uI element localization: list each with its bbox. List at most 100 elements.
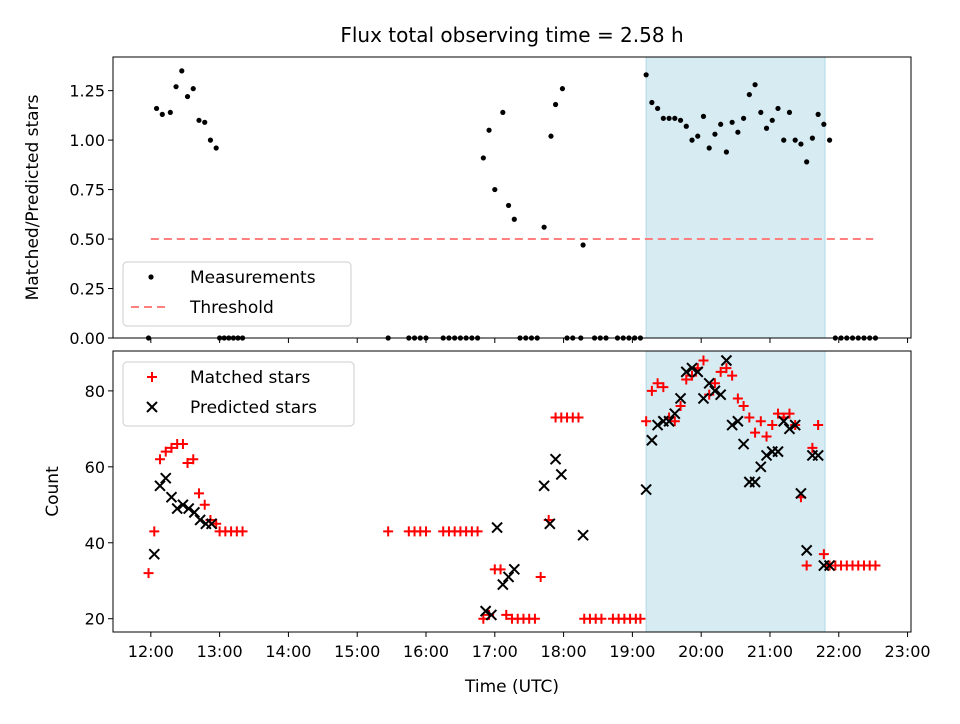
chart-title: Flux total observing time = 2.58 h: [340, 23, 683, 47]
x-tick-label: 17:00: [472, 642, 518, 661]
measurement-point: [769, 117, 775, 123]
measurement-point: [792, 137, 798, 143]
predicted-star-marker: [160, 472, 172, 484]
matched-star-marker: [495, 564, 506, 575]
legend: Matched stars Predicted stars: [122, 361, 355, 427]
series-measurements: [145, 68, 879, 341]
predicted-star-marker: [148, 548, 160, 560]
predicted-star-marker: [171, 502, 183, 515]
matched-star-marker: [750, 427, 761, 438]
measurement-point: [500, 109, 506, 116]
matched-star-marker: [818, 549, 829, 560]
axes-frame: [112, 56, 912, 339]
top-panel-matched-ratio: 0.00 0.25 0.50 0.75 1.00 1.25 Matched/Predicte…: [23, 56, 912, 348]
predicted-star-marker: [795, 487, 807, 500]
matched-star-marker: [641, 416, 652, 427]
matched-star-marker: [143, 568, 154, 579]
axes-frame: [112, 350, 912, 633]
matched-star-marker: [149, 526, 160, 537]
predicted-star-marker: [732, 415, 744, 427]
matched-star-marker: [681, 374, 692, 385]
measurement-point: [712, 131, 718, 137]
matched-star-marker: [646, 385, 657, 396]
matched-star-marker: [573, 412, 584, 423]
matched-star-marker: [166, 442, 177, 453]
matched-star-marker: [652, 378, 663, 389]
predicted-star-marker: [749, 476, 761, 488]
matched-star-marker: [188, 454, 199, 465]
x-axis-label: Time (UTC): [464, 677, 559, 697]
predicted-star-marker: [640, 483, 652, 496]
measurement-point: [184, 93, 191, 100]
predicted-star-marker: [783, 423, 796, 435]
measurement-point: [196, 117, 202, 123]
matched-star-marker: [801, 560, 812, 571]
x-tick-label: 13:00: [197, 642, 243, 661]
predicted-star-marker: [737, 438, 750, 450]
matched-star-marker: [773, 408, 783, 419]
matched-star-marker: [635, 613, 646, 624]
matched-star-marker: [870, 560, 881, 571]
y-tick-label: 0.50: [69, 230, 105, 249]
y-tick-label: 80: [85, 382, 105, 401]
matched-star-marker: [807, 442, 818, 453]
matched-star-marker: [155, 454, 166, 465]
matched-star-marker: [177, 439, 188, 450]
measurement-point: [580, 242, 586, 248]
measurement-point: [729, 119, 735, 125]
predicted-star-marker: [577, 529, 589, 541]
predicted-star-marker: [674, 392, 687, 405]
legend-marker-matched: [147, 372, 157, 382]
predicted-star-marker: [823, 559, 836, 572]
y-axis-label: Matched/Predicted stars: [23, 94, 43, 300]
measurement-point: [723, 149, 730, 155]
predicted-star-marker: [165, 491, 178, 503]
predicted-star-marker: [182, 502, 195, 515]
measurement-point: [735, 129, 741, 135]
measurement-point: [207, 137, 214, 143]
legend: Measurements Threshold: [122, 261, 352, 327]
shaded-observing-window: [645, 56, 826, 339]
measurement-point: [752, 82, 758, 88]
matched-star-marker: [383, 526, 394, 537]
predicted-star-marker: [154, 480, 166, 492]
measurement-point: [559, 86, 566, 92]
y-tick-label: 20: [85, 610, 105, 629]
x-tick-label: 23:00: [885, 642, 931, 661]
matched-star-marker: [596, 613, 607, 624]
predicted-star-marker: [188, 506, 201, 519]
measurement-point: [821, 121, 827, 127]
y-tick-label: 40: [85, 534, 105, 553]
predicted-star-marker: [692, 366, 704, 378]
measurement-point: [153, 105, 160, 112]
x-tick-label: 16:00: [403, 642, 449, 661]
measurement-point: [741, 115, 747, 121]
measurement-point: [511, 216, 517, 222]
predicted-star-marker: [502, 571, 515, 583]
legend-label: Threshold: [189, 298, 274, 318]
measurement-point: [700, 113, 707, 119]
matched-star-marker: [675, 401, 686, 412]
predicted-star-marker: [789, 419, 801, 431]
predicted-star-marker: [720, 354, 733, 367]
y-tick-label: 0.75: [69, 181, 105, 200]
matched-star-marker: [784, 408, 795, 419]
predicted-star-marker: [686, 362, 698, 374]
measurement-point: [190, 86, 196, 92]
predicted-star-marker: [194, 514, 206, 526]
measurement-point: [815, 111, 821, 117]
matched-star-marker: [199, 499, 210, 510]
y-tick-label: 1.25: [69, 82, 105, 101]
measurement-point: [826, 137, 833, 143]
legend-marker-measurements: [148, 274, 154, 280]
x-tick-label: 21:00: [747, 642, 793, 661]
measurement-point: [804, 159, 810, 165]
measurement-point: [706, 145, 712, 151]
measurement-point: [655, 105, 661, 112]
matched-star-marker: [669, 416, 680, 427]
predicted-star-marker: [544, 518, 556, 530]
predicted-star-marker: [703, 377, 715, 389]
predicted-star-marker: [549, 453, 562, 465]
x-tick-label: 12:00: [128, 642, 174, 661]
predicted-star-marker: [177, 499, 189, 511]
